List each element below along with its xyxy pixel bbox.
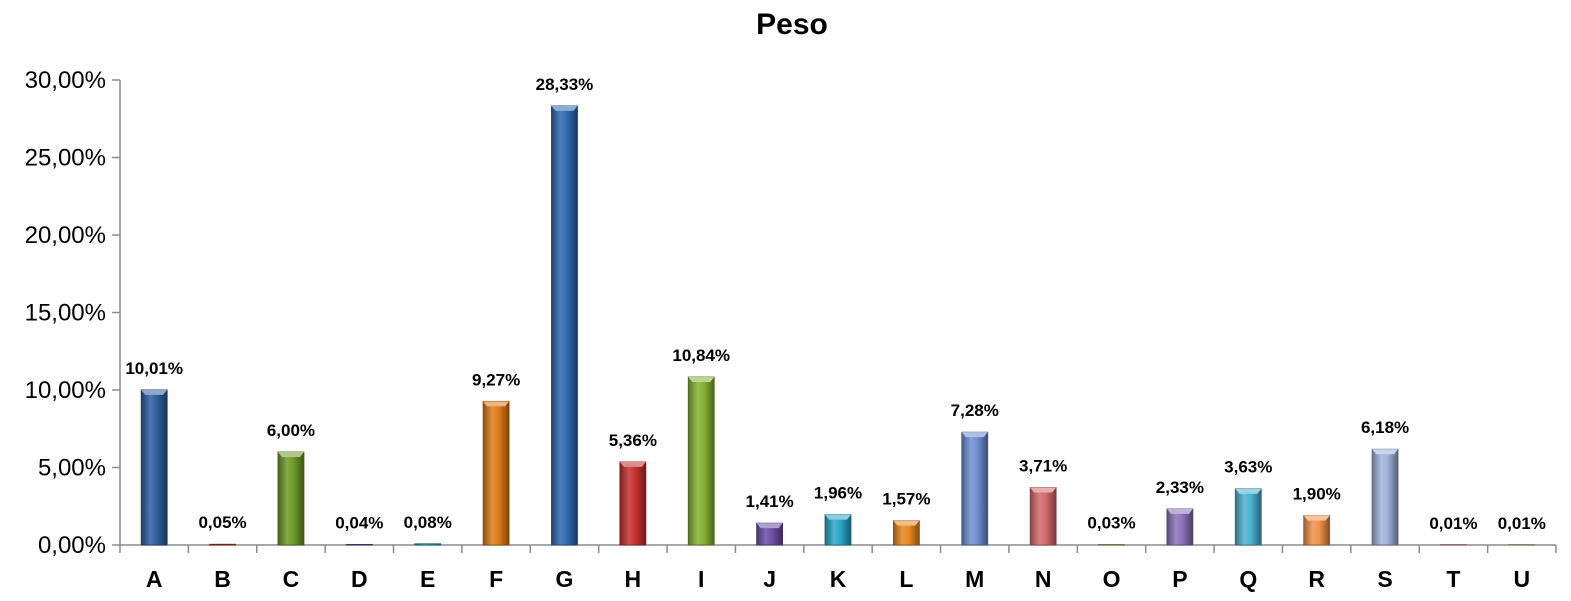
y-axis-ticks: 0,00% 5,00% 10,00% 15,00% 20,00% 25,00% 30,00% [25,67,120,559]
bar-cap [619,461,646,467]
bars [140,105,1536,546]
data-label-p: 2,33% [1156,478,1204,497]
x-tick-label: K [830,566,847,592]
x-tick-label: F [489,566,503,592]
bar-g [551,105,578,546]
data-label-q: 3,63% [1224,458,1272,477]
x-axis-ticks: A B C D E F G H I J K L M N O P Q R S T U [119,545,1557,592]
bar-cap [688,376,715,382]
data-label-c: 6,00% [267,421,315,440]
bar-b [209,543,236,546]
y-tick-label: 20,00% [25,222,106,249]
y-tick-label: 0,00% [38,532,106,559]
y-tick-label: 5,00% [38,455,106,482]
data-label-k: 1,96% [814,484,862,503]
x-tick-label: S [1377,566,1392,592]
bar-i [687,376,715,546]
data-labels: 10,01% 0,05% 6,00% 0,04% 0,08% 9,27% 28,33% 5,3… [125,75,1546,533]
bar-m [961,431,989,546]
bar-cap [961,432,988,438]
x-tick-label: C [283,566,300,592]
bar-cap [893,520,920,526]
data-label-h: 5,36% [609,431,657,450]
x-tick-label: T [1446,566,1460,592]
data-label-r: 1,90% [1293,485,1341,504]
data-label-j: 1,41% [746,492,794,511]
data-label-o: 0,03% [1087,514,1135,533]
x-tick-label: P [1172,566,1187,592]
data-label-a: 10,01% [125,359,183,378]
bar-o [1098,544,1125,546]
x-tick-label: L [899,566,913,592]
x-tick-label: E [420,566,435,592]
bar-u [1508,544,1536,546]
bar-p [1166,508,1194,546]
bar-t [1440,544,1467,546]
bar-cap [825,514,851,520]
x-tick-label: D [351,566,368,592]
bar-cap [1372,449,1399,455]
bar-cap [277,452,304,457]
x-tick-label: B [214,566,231,592]
x-tick-label: A [146,566,163,592]
bar-e [414,543,442,546]
bar-s [1371,448,1399,546]
bar-cap [551,105,578,111]
bar-cap [1166,508,1193,514]
bar-h [619,461,647,546]
data-label-g: 28,33% [536,75,594,94]
x-tick-label: H [625,566,642,592]
data-label-b: 0,05% [198,513,246,532]
x-tick-label: G [556,566,574,592]
x-tick-label: I [698,566,704,592]
bar-a [140,389,168,546]
x-tick-label: U [1513,566,1530,592]
x-tick-label: R [1308,566,1325,592]
data-label-i: 10,84% [672,346,730,365]
x-tick-label: M [965,566,984,592]
bar-c [277,451,305,546]
data-label-l: 1,57% [882,490,930,509]
bar-cap [1303,515,1330,521]
x-tick-label: J [763,566,776,592]
y-tick-label: 30,00% [25,67,106,94]
bar-n [1029,487,1057,546]
bar-cap [483,401,510,407]
bar-d [345,543,373,546]
bar-cap [1030,487,1057,493]
bar-f [482,400,510,546]
data-label-s: 6,18% [1361,418,1409,437]
data-label-u: 0,01% [1498,514,1546,533]
y-tick-label: 15,00% [25,300,106,327]
data-label-n: 3,71% [1019,456,1067,475]
bar-cap [1235,488,1262,494]
y-tick-label: 25,00% [25,145,106,172]
y-tick-label: 10,00% [25,377,106,404]
x-tick-label: Q [1239,566,1257,592]
x-tick-label: O [1103,566,1121,592]
data-label-t: 0,01% [1429,514,1477,533]
bar-cap [141,389,168,395]
x-tick-label: N [1035,566,1052,592]
data-label-d: 0,04% [335,513,383,532]
bar-q [1234,488,1262,546]
bar-cap [756,523,783,529]
data-label-e: 0,08% [404,513,452,532]
chart-title: Peso [756,8,828,41]
data-label-f: 9,27% [472,370,520,389]
data-label-m: 7,28% [951,401,999,420]
